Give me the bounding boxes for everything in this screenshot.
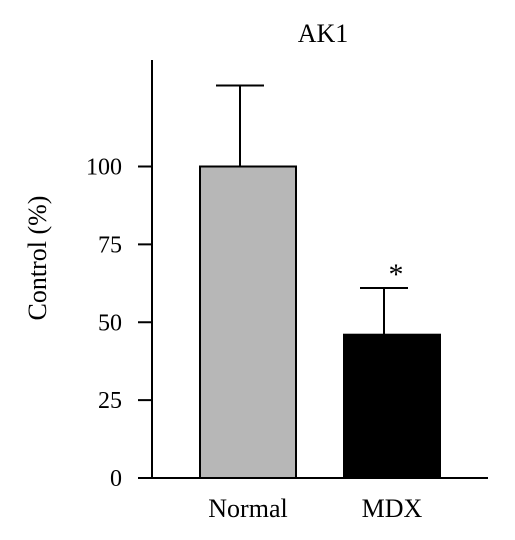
chart-title: AK1 [298,19,349,48]
y-tick-label: 25 [98,388,122,414]
x-axis-labels: Normal MDX [208,494,422,523]
bar-mdx [343,333,441,479]
x-tick-label-mdx: MDX [362,494,423,523]
y-tick-label: 50 [98,310,122,336]
y-axis-label: Control (%) [23,196,52,321]
y-tick-label: 75 [98,232,122,258]
error-bars [216,84,408,335]
annotations: * [389,258,404,291]
x-tick-label-normal: Normal [208,494,287,523]
significance-marker: * [389,258,404,291]
y-tick-label: 0 [110,466,122,492]
y-axis-ticks: 0 25 50 75 100 [86,155,152,492]
y-tick-label: 100 [86,155,122,181]
bar-normal [199,165,297,479]
bars [199,165,441,479]
